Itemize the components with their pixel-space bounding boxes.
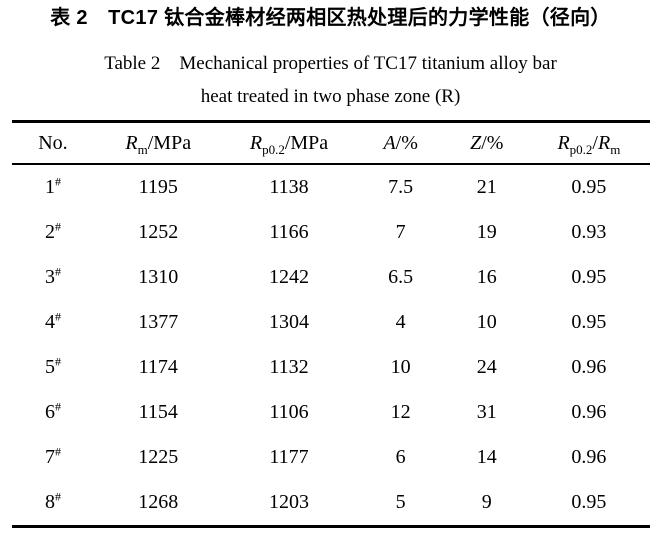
cell-a_pct: 12: [390, 401, 411, 423]
column-header-z: Z/%: [470, 131, 504, 154]
cell-rm_mpa: 1252: [138, 221, 179, 243]
cell-sample-no: 2#: [44, 219, 61, 243]
cell-z_pct: 21: [476, 176, 497, 198]
cell-rm_mpa: 1310: [138, 266, 179, 288]
cell-a_pct: 6.5: [388, 266, 414, 288]
table-row: 1# 1195 1138 7.5 21 0.95: [12, 164, 650, 210]
table-caption-english-line1: Table 2 Mechanical properties of TC17 ti…: [104, 53, 557, 74]
cell-z_pct: 10: [476, 311, 497, 333]
sample-no-marker: #: [54, 264, 61, 279]
column-header-rp02: Rp0.2/MPa: [249, 131, 329, 157]
table-row: 7# 1225 1177 6 14 0.96: [12, 435, 650, 480]
column-header-a: A/%: [383, 131, 418, 154]
cell-a_pct: 4: [395, 311, 406, 333]
cell-sample-no: 4#: [44, 309, 61, 333]
cell-rp02_mpa: 1166: [269, 221, 309, 243]
table-header-row: No. Rm/MPa Rp0.2/MPa A/% Z/% Rp0.2/Rm: [11, 122, 650, 164]
column-header-ratio: Rp0.2/Rm: [557, 131, 621, 157]
cell-rp02_mpa: 1242: [269, 266, 310, 288]
cell-rp02_mpa: 1203: [269, 491, 310, 513]
cell-rm_mpa: 1154: [138, 401, 178, 423]
cell-a_pct: 10: [390, 356, 411, 378]
cell-ratio: 0.96: [571, 401, 607, 423]
cell-a_pct: 7: [395, 221, 406, 243]
mechanical-properties-table: No. Rm/MPa Rp0.2/MPa A/% Z/% Rp0.2/Rm 1# 1195 1…: [11, 120, 650, 528]
table-header: No. Rm/MPa Rp0.2/MPa A/% Z/% Rp0.2/Rm: [11, 122, 650, 164]
table-row: 5# 1174 1132 10 24 0.96: [12, 345, 650, 390]
cell-z_pct: 19: [476, 221, 497, 243]
sample-no-marker: #: [54, 174, 61, 189]
column-header-no: No.: [38, 131, 68, 154]
cell-a_pct: 5: [395, 491, 406, 513]
cell-rp02_mpa: 1177: [269, 446, 309, 468]
sample-no-marker: #: [54, 354, 61, 369]
column-header-rm: Rm/MPa: [125, 131, 192, 157]
cell-sample-no: 6#: [44, 399, 61, 423]
cell-z_pct: 24: [476, 356, 497, 378]
cell-rp02_mpa: 1132: [269, 356, 309, 378]
cell-rp02_mpa: 1106: [269, 401, 309, 423]
cell-ratio: 0.95: [571, 176, 607, 198]
cell-a_pct: 6: [395, 446, 406, 468]
cell-rm_mpa: 1268: [138, 491, 179, 513]
cell-sample-no: 3#: [44, 264, 61, 288]
table-body: 1# 1195 1138 7.5 21 0.95 2# 1252 1166 7 19 0.93 3# 13…: [12, 164, 650, 527]
cell-rp02_mpa: 1304: [269, 311, 310, 333]
cell-z_pct: 31: [476, 401, 497, 423]
table-row: 8# 1268 1203 5 9 0.95: [12, 480, 650, 527]
cell-ratio: 0.96: [571, 356, 607, 378]
cell-sample-no: 1#: [44, 174, 61, 198]
cell-rm_mpa: 1377: [138, 311, 179, 333]
cell-sample-no: 8#: [44, 489, 61, 513]
sample-no-marker: #: [54, 444, 61, 459]
sample-no-marker: #: [54, 219, 61, 234]
cell-z_pct: 9: [481, 491, 492, 513]
sample-no-marker: #: [54, 399, 61, 414]
table-row: 4# 1377 1304 4 10 0.95: [12, 300, 650, 345]
table-row: 3# 1310 1242 6.5 16 0.95: [12, 255, 650, 300]
sample-no-marker: #: [54, 309, 61, 324]
table-row: 6# 1154 1106 12 31 0.96: [12, 390, 650, 435]
cell-ratio: 0.93: [571, 221, 607, 243]
cell-rm_mpa: 1195: [138, 176, 178, 198]
cell-rm_mpa: 1225: [138, 446, 179, 468]
cell-rm_mpa: 1174: [138, 356, 178, 378]
table-caption-chinese: 表 2 TC17 钛合金棒材经两相区热处理后的力学性能（径向）: [50, 7, 611, 29]
table-caption-english-line2: heat treated in two phase zone (R): [200, 86, 461, 107]
cell-a_pct: 7.5: [388, 176, 414, 198]
cell-rp02_mpa: 1138: [269, 176, 309, 198]
sample-no-marker: #: [54, 489, 61, 504]
cell-sample-no: 7#: [44, 444, 61, 468]
cell-ratio: 0.95: [571, 311, 607, 333]
cell-z_pct: 14: [476, 446, 497, 468]
cell-ratio: 0.95: [571, 491, 607, 513]
cell-ratio: 0.96: [571, 446, 607, 468]
cell-sample-no: 5#: [44, 354, 61, 378]
table-row: 2# 1252 1166 7 19 0.93: [12, 210, 650, 255]
cell-z_pct: 16: [476, 266, 497, 288]
cell-ratio: 0.95: [571, 266, 607, 288]
